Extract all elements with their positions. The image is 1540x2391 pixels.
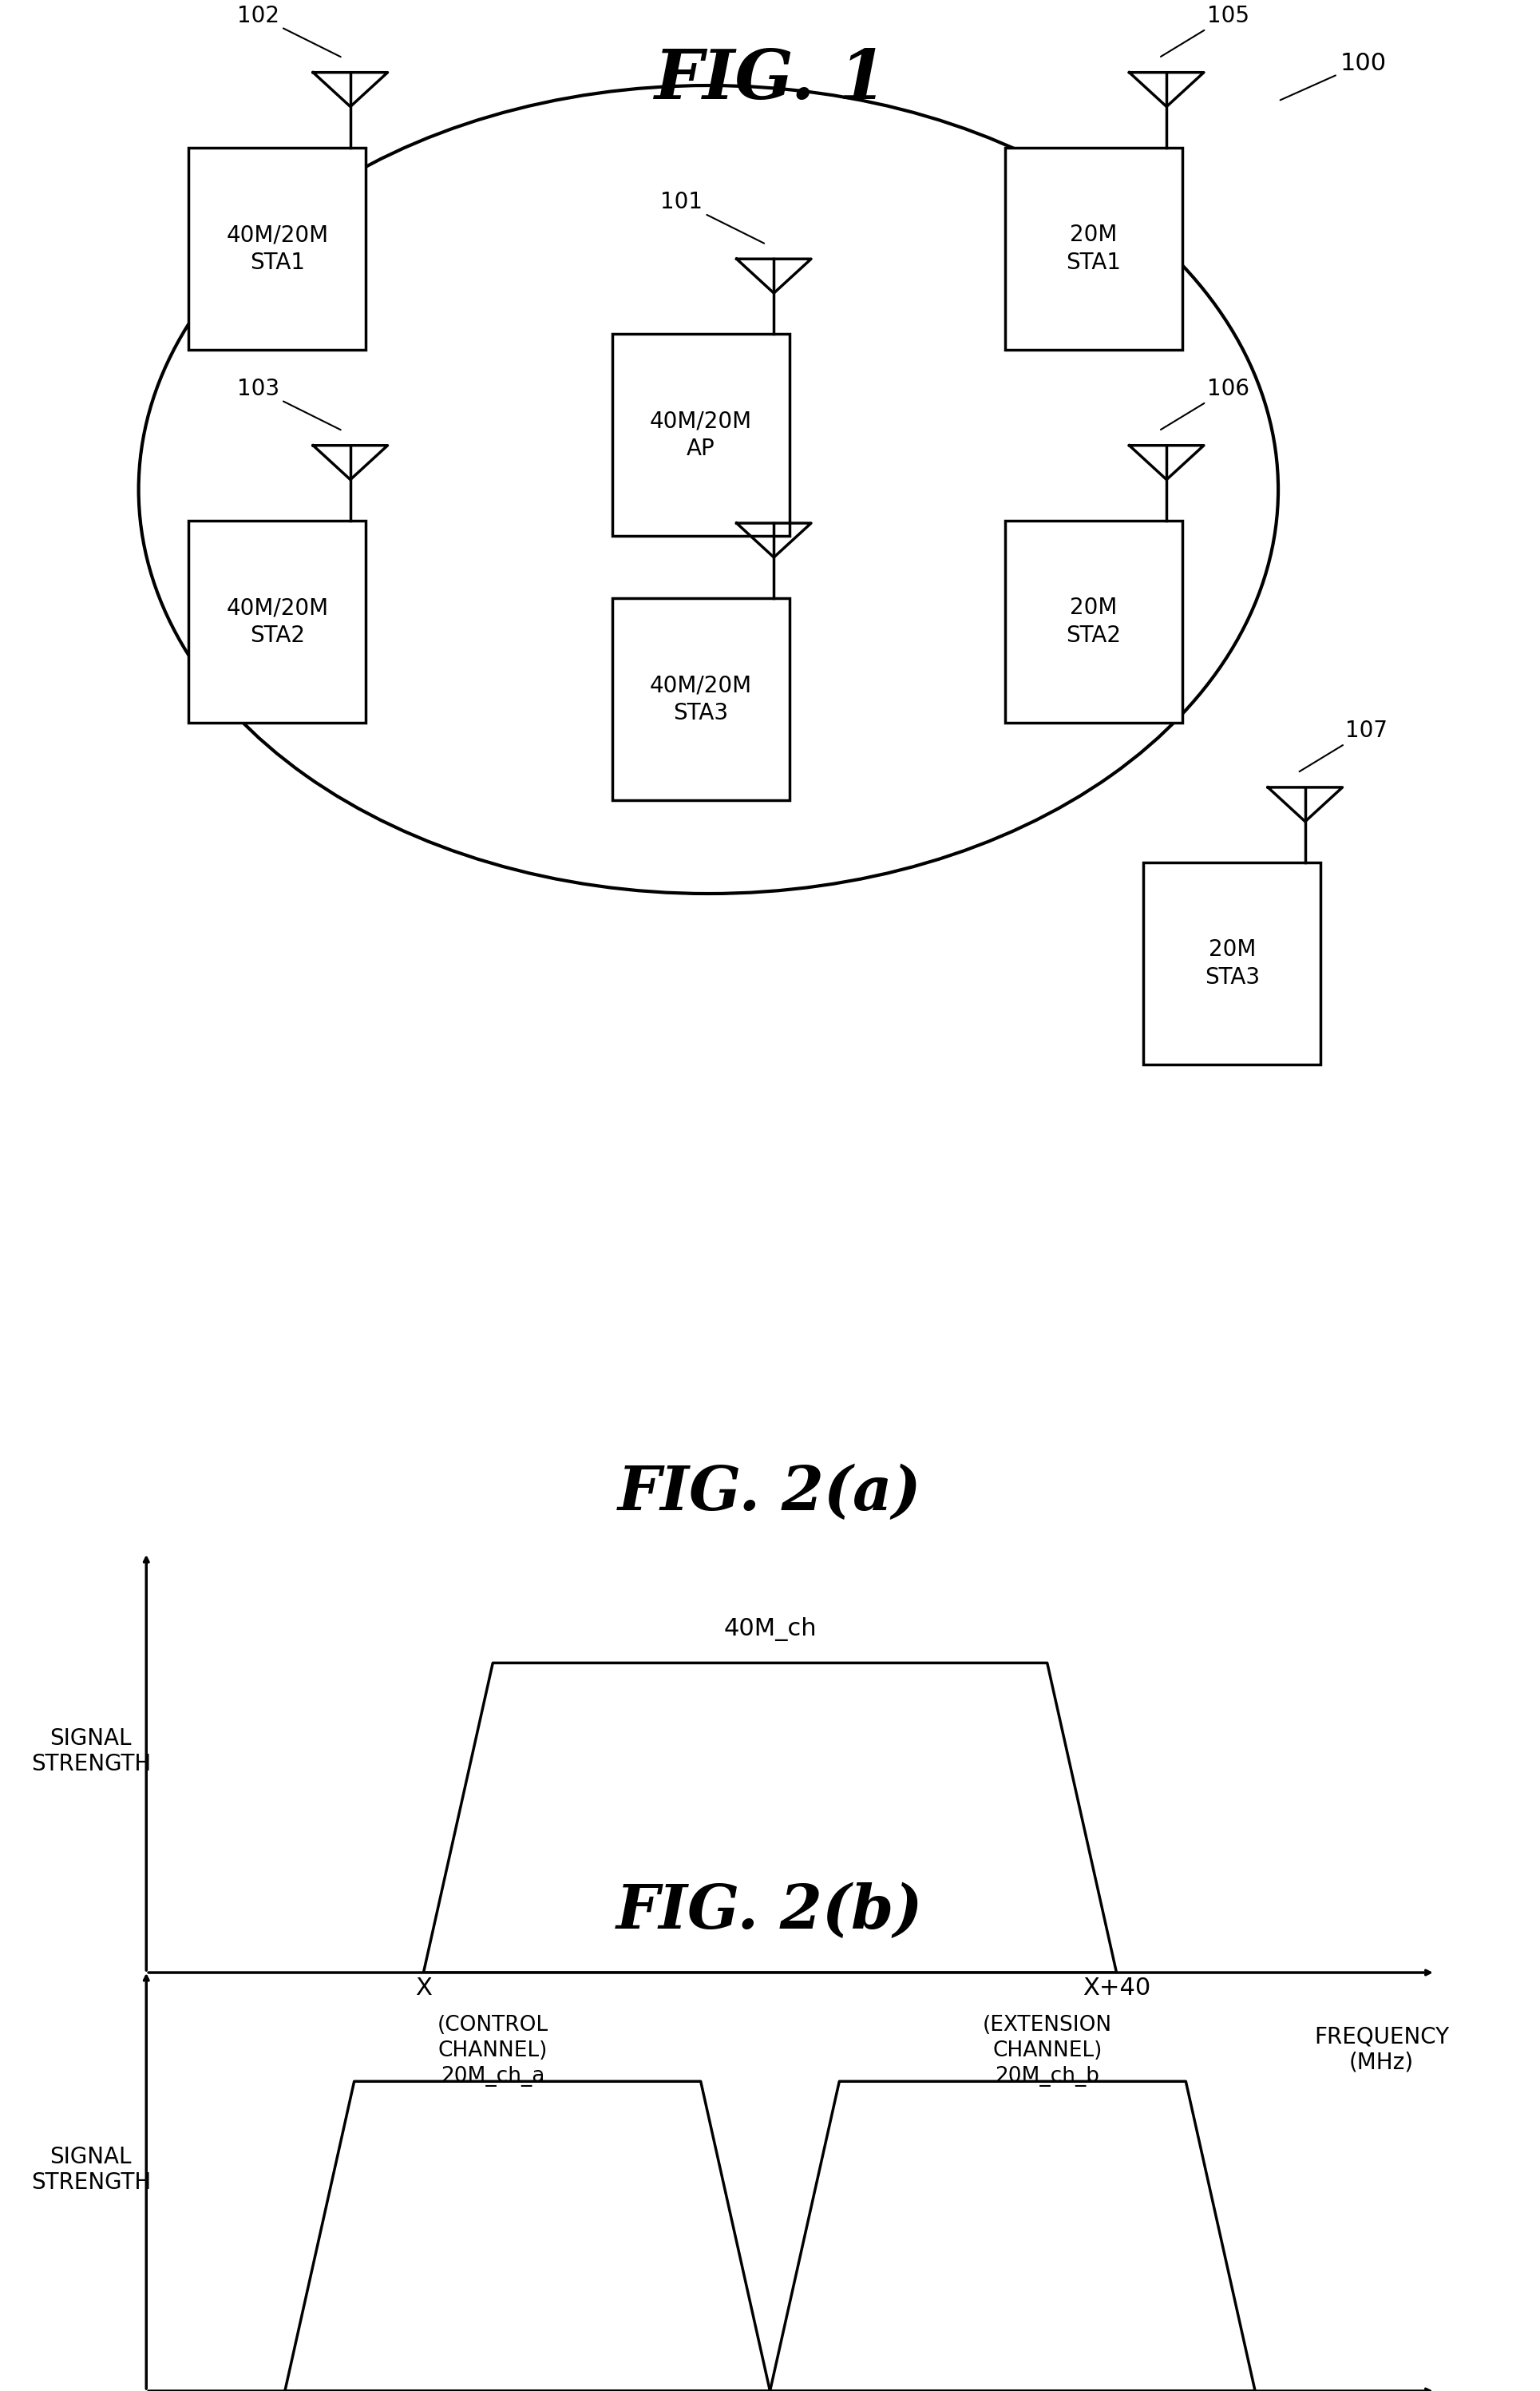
Text: 40M/20M
STA1: 40M/20M STA1 xyxy=(226,225,328,273)
Text: X+40: X+40 xyxy=(1083,1977,1150,1999)
Text: 103: 103 xyxy=(237,378,340,430)
Text: (EXTENSION
CHANNEL)
20M_ch_b: (EXTENSION CHANNEL) 20M_ch_b xyxy=(983,2016,1112,2087)
Text: 106: 106 xyxy=(1161,378,1249,430)
Text: 20M
STA3: 20M STA3 xyxy=(1204,940,1260,987)
Text: 40M/20M
STA2: 40M/20M STA2 xyxy=(226,598,328,646)
FancyBboxPatch shape xyxy=(188,148,367,349)
FancyBboxPatch shape xyxy=(1004,521,1183,722)
Text: FIG. 1: FIG. 1 xyxy=(653,45,887,112)
Text: 40M_ch: 40M_ch xyxy=(724,1616,816,1640)
Text: 102: 102 xyxy=(237,5,340,57)
Text: X: X xyxy=(416,1977,431,1999)
FancyBboxPatch shape xyxy=(613,335,790,536)
Text: 20M
STA2: 20M STA2 xyxy=(1066,598,1121,646)
Text: FREQUENCY
(MHz): FREQUENCY (MHz) xyxy=(1314,2025,1449,2073)
Text: 40M/20M
STA3: 40M/20M STA3 xyxy=(650,674,752,724)
Text: 104: 104 xyxy=(661,454,764,507)
Text: 105: 105 xyxy=(1161,5,1249,57)
Text: 107: 107 xyxy=(1300,720,1388,772)
FancyBboxPatch shape xyxy=(188,521,367,722)
Text: 101: 101 xyxy=(661,191,764,244)
Text: (CONTROL
CHANNEL)
20M_ch_a: (CONTROL CHANNEL) 20M_ch_a xyxy=(437,2016,548,2087)
FancyBboxPatch shape xyxy=(1004,148,1183,349)
Text: FIG. 2(b): FIG. 2(b) xyxy=(616,1882,924,1941)
FancyBboxPatch shape xyxy=(1143,863,1321,1064)
Text: SIGNAL
STRENGTH: SIGNAL STRENGTH xyxy=(31,1726,151,1777)
Text: SIGNAL
STRENGTH: SIGNAL STRENGTH xyxy=(31,2145,151,2195)
FancyBboxPatch shape xyxy=(613,598,790,801)
Text: 100: 100 xyxy=(1280,53,1386,100)
Text: FIG. 2(a): FIG. 2(a) xyxy=(618,1463,922,1523)
Text: 20M
STA1: 20M STA1 xyxy=(1066,225,1121,273)
Text: 40M/20M
AP: 40M/20M AP xyxy=(650,411,752,459)
